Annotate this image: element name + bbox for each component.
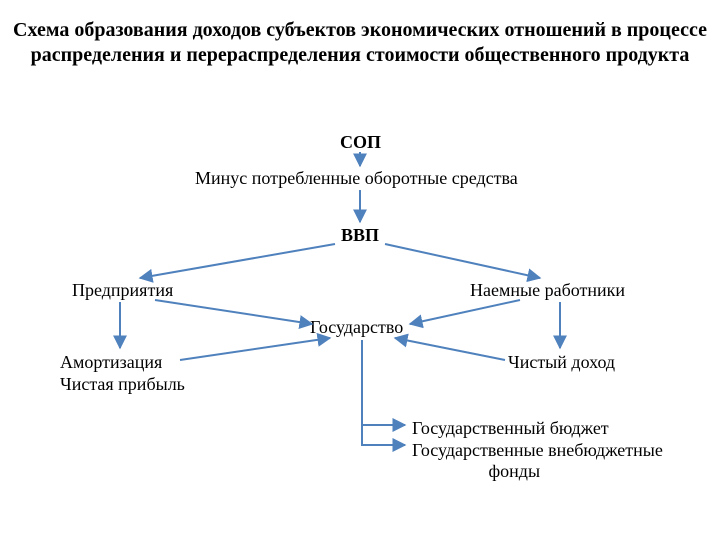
node-sop: СОП [340, 132, 381, 154]
diagram-title: Схема образования доходов субъектов экон… [0, 18, 720, 68]
node-state: Государство [310, 317, 403, 339]
diagram-canvas: Схема образования доходов субъектов экон… [0, 0, 720, 540]
node-amortization: Амортизация Чистая прибыль [60, 352, 185, 395]
node-minus: Минус потребленные оборотные средства [195, 168, 518, 190]
node-budget: Государственный бюджет Государственные в… [412, 418, 663, 483]
node-enterprises: Предприятия [72, 280, 173, 302]
node-employees: Наемные работники [470, 280, 625, 302]
node-netincome: Чистый доход [508, 352, 615, 374]
node-vvp: ВВП [341, 225, 379, 247]
